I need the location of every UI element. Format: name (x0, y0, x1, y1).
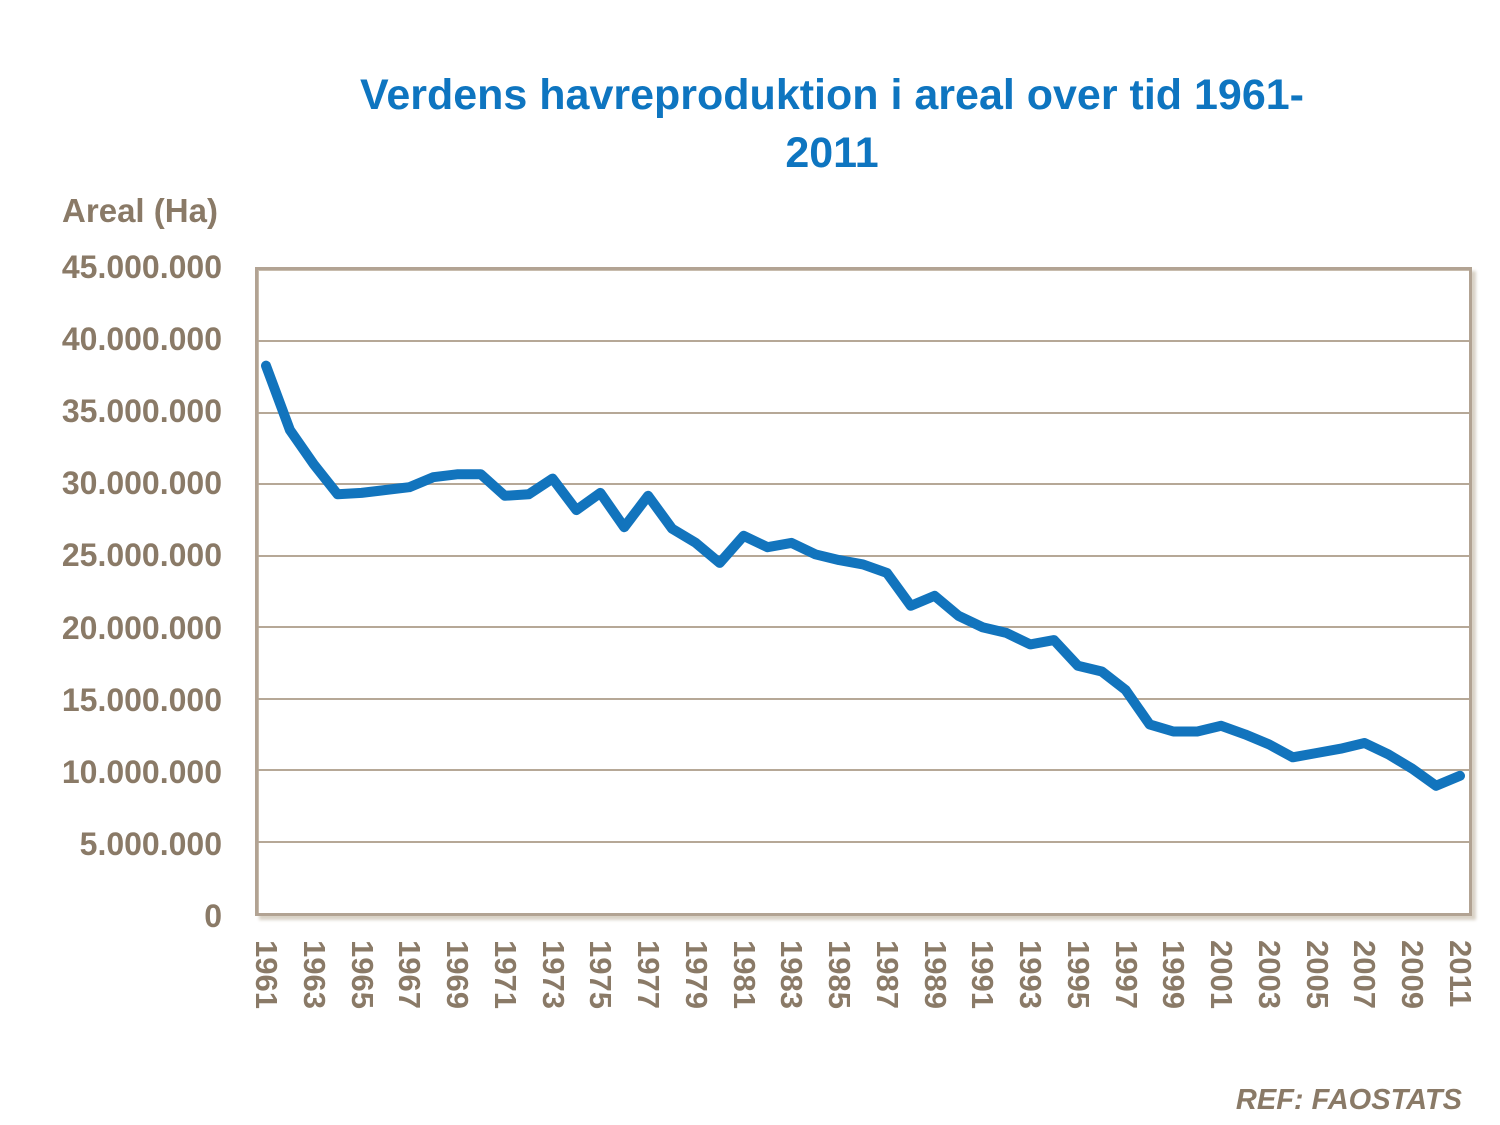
x-tick-label: 1993 (1013, 940, 1049, 1009)
gridline (258, 554, 1469, 557)
gridline (258, 411, 1469, 414)
x-tick-label: 2009 (1395, 940, 1431, 1009)
y-tick-label: 20.000.000 (61, 609, 222, 646)
x-tick-label: 1971 (487, 940, 523, 1009)
y-tick-label: 30.000.000 (61, 465, 222, 502)
x-tick-label: 1983 (774, 940, 810, 1009)
chart-title: Verdens havreproduktion i areal over tid… (164, 66, 1500, 182)
y-tick-label: 40.000.000 (61, 321, 222, 358)
plot-area (255, 267, 1472, 916)
y-tick-label: 0 (204, 898, 222, 934)
x-tick-label: 1991 (965, 940, 1001, 1009)
x-tick-label: 2003 (1251, 940, 1287, 1009)
y-tick-label: 5.000.000 (79, 825, 222, 862)
gridline (258, 483, 1469, 486)
gridline (258, 840, 1469, 843)
y-tick-label: 15.000.000 (61, 681, 222, 718)
area-harvested-line (261, 360, 1465, 791)
x-tick-label: 1997 (1108, 940, 1144, 1009)
x-tick-label: 1963 (296, 940, 332, 1009)
x-tick-label: 1961 (249, 940, 284, 1009)
x-tick-label: 1989 (917, 940, 953, 1009)
y-tick-label: 10.000.000 (61, 753, 222, 790)
x-tick-label: 2001 (1204, 940, 1240, 1009)
source-ref: REF: FAOSTATS (1235, 1084, 1462, 1116)
chart-title-line1: Verdens havreproduktion i areal over tid… (360, 71, 1304, 119)
gridline (258, 697, 1469, 700)
x-tick-label: 1973 (535, 940, 571, 1009)
x-tick-label: 1977 (631, 940, 667, 1009)
x-tick-label: 1969 (440, 940, 476, 1009)
x-tick-label: 2005 (1299, 940, 1335, 1009)
x-tick-label: 1967 (392, 940, 428, 1009)
x-tick-label: 1965 (344, 940, 380, 1009)
x-tick-label: 1981 (726, 940, 762, 1009)
gridline (258, 340, 1469, 343)
x-tick-label: 1999 (1156, 940, 1192, 1009)
x-tick-label: 1995 (1060, 940, 1096, 1009)
chart-title-line2: 2011 (785, 129, 879, 177)
gridline (258, 769, 1469, 772)
y-tick-label: 45.000.000 (61, 249, 222, 285)
gridline (258, 626, 1469, 629)
y-axis-title: Areal (Ha) (62, 192, 218, 229)
x-tick-label: 2011 (1443, 940, 1478, 1008)
line-series (261, 360, 1465, 791)
x-tick-label: 1987 (869, 940, 905, 1009)
y-tick-label: 35.000.000 (61, 393, 222, 430)
y-tick-label: 25.000.000 (61, 537, 222, 574)
x-tick-label: 1979 (678, 940, 714, 1009)
x-tick-label: 1985 (822, 940, 858, 1009)
x-tick-label: 2007 (1347, 940, 1383, 1009)
x-tick-label: 1975 (583, 940, 619, 1009)
